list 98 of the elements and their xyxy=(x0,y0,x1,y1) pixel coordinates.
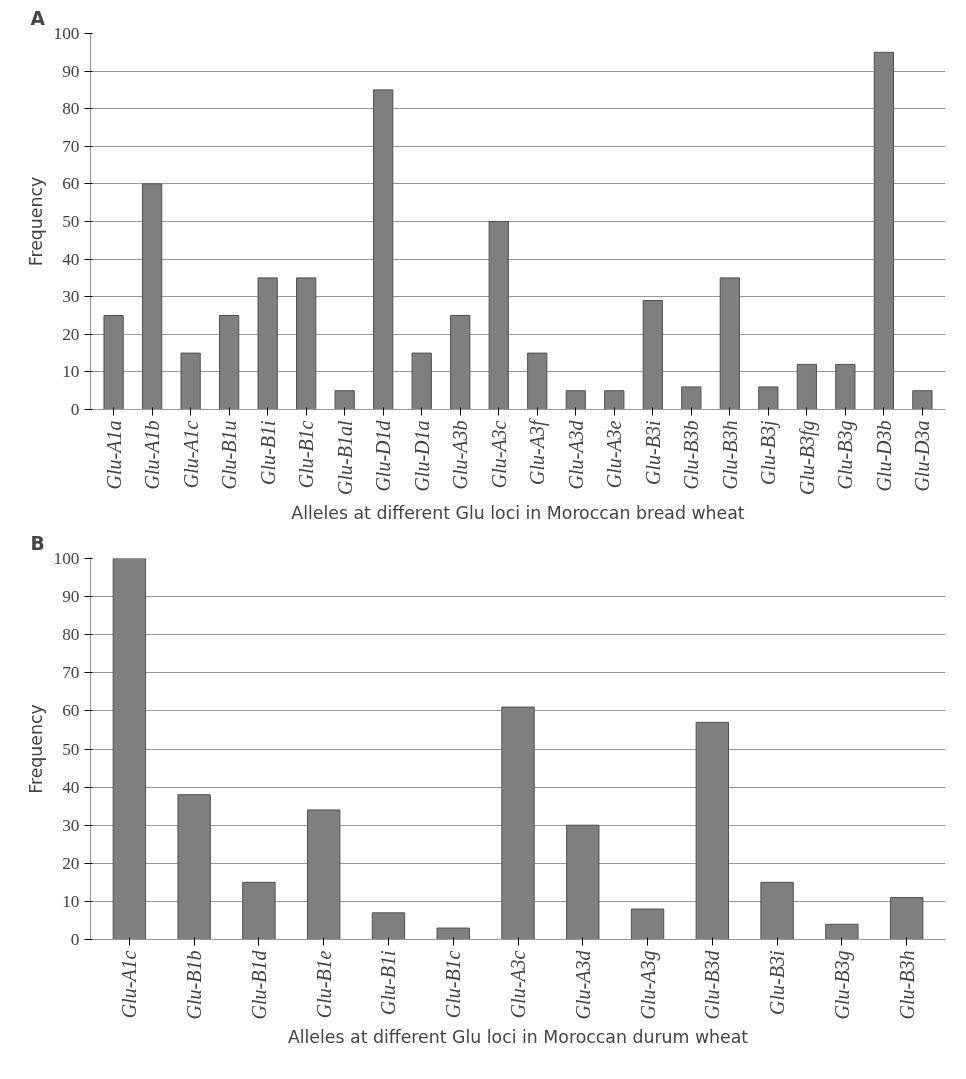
x-tick-label: Glu-A3f xyxy=(526,418,550,485)
x-tick-label: Glu-A1a xyxy=(102,420,125,490)
y-tick-label: 10 xyxy=(62,891,80,911)
x-tick-label: Glu-A3d xyxy=(564,419,587,490)
bar xyxy=(411,352,432,410)
text: A xyxy=(30,7,46,29)
x-tick-label: Glu-B3j xyxy=(757,420,781,485)
x-tick-label: Glu-B3g xyxy=(834,420,858,490)
bar xyxy=(630,908,665,940)
bar xyxy=(257,277,278,410)
y-tick-label: 60 xyxy=(62,701,80,721)
y-tick-label: 100 xyxy=(53,549,80,568)
x-tick-label: Glu-B1b xyxy=(183,950,206,1020)
y-tick-label: 0 xyxy=(70,400,80,419)
bar xyxy=(371,912,406,940)
bar xyxy=(527,352,548,410)
y-tick-label: 70 xyxy=(62,136,80,156)
bar xyxy=(334,390,355,410)
bar xyxy=(141,183,163,410)
x-tick-label: Glu-A1c xyxy=(118,950,141,1019)
y-tick-label: 40 xyxy=(62,777,80,797)
bar xyxy=(180,352,201,410)
bar xyxy=(296,277,317,410)
bar xyxy=(796,363,817,410)
bar xyxy=(373,89,394,410)
y-tick-label: 50 xyxy=(62,212,80,231)
y-tick-label: 30 xyxy=(62,287,80,307)
x-tick-label: Glu-B3i xyxy=(641,420,664,485)
x-tick-label: Glu-A3d xyxy=(571,949,594,1020)
x-tick-label: Glu-B1i xyxy=(377,950,400,1015)
bar xyxy=(760,881,794,940)
bar xyxy=(642,299,663,410)
x-tick-label: Glu-B1e xyxy=(312,950,335,1019)
x-tick-label: Glu-B3i xyxy=(766,950,789,1015)
x-tick-label: Glu-A3c xyxy=(507,950,529,1019)
bar xyxy=(719,277,740,410)
bar xyxy=(912,390,933,410)
x-tick-label: Glu-A3e xyxy=(603,420,626,489)
bar xyxy=(889,897,924,940)
x-tick-label: Glu-B3h xyxy=(895,950,918,1020)
y-tick-label: 40 xyxy=(62,249,80,269)
bar xyxy=(566,824,600,940)
x-tick-label: Glu-A1c xyxy=(179,420,202,489)
bar xyxy=(835,363,856,410)
y-axis-title: Frequency xyxy=(25,176,46,267)
y-tick-label: 100 xyxy=(53,24,80,43)
x-tick-label: Glu-A3g xyxy=(636,950,660,1020)
bar xyxy=(436,927,470,940)
y-tick-label: 90 xyxy=(62,587,80,607)
x-tick-label: Glu-B1i xyxy=(256,420,279,485)
x-axis-title: Alleles at different Glu loci in Moroccan bread wheat xyxy=(291,502,745,523)
y-tick-label: 80 xyxy=(62,625,80,645)
bar xyxy=(242,881,276,940)
bar xyxy=(873,51,895,410)
x-tick-label: Glu-B3b xyxy=(680,420,703,490)
y-tick-label: 50 xyxy=(62,739,80,759)
bar xyxy=(450,315,471,410)
y-tick-label: 20 xyxy=(62,853,80,873)
y-tick-label: 10 xyxy=(62,362,80,382)
x-tick-label: Glu-B1al xyxy=(333,420,356,495)
x-axis-title: Alleles at different Glu loci in Moroccan durum wheat xyxy=(287,1027,749,1048)
y-tick-label: 20 xyxy=(62,324,80,344)
bar xyxy=(565,390,586,410)
bar xyxy=(758,386,779,410)
y-tick-label: 80 xyxy=(62,99,80,119)
y-tick-label: 70 xyxy=(62,663,80,683)
x-tick-label: Glu-B3g xyxy=(830,950,854,1020)
y-tick-label: 90 xyxy=(62,61,80,81)
bar xyxy=(488,221,509,410)
x-tick-label: Glu-B3d xyxy=(701,949,724,1020)
bar xyxy=(681,386,702,410)
text: B xyxy=(30,532,45,554)
x-tick-label: Glu-A3c xyxy=(487,420,510,489)
x-tick-label: Glu-B3h xyxy=(718,420,741,490)
y-axis-title: Frequency xyxy=(25,704,46,794)
x-tick-label: Glu-B1d xyxy=(247,949,270,1020)
x-tick-label: Glu-B1c xyxy=(295,420,318,489)
x-tick-label: Glu-D3b xyxy=(872,420,895,492)
x-tick-label: Glu-B1u xyxy=(218,420,241,490)
x-tick-label: Glu-B1c xyxy=(442,950,465,1019)
bar xyxy=(501,706,535,940)
bar xyxy=(306,809,341,940)
bar xyxy=(103,315,124,410)
y-tick-label: 30 xyxy=(62,815,80,835)
bar xyxy=(825,923,859,940)
bar xyxy=(604,390,625,410)
x-tick-label: Glu-D3a xyxy=(911,420,934,492)
y-tick-label: 0 xyxy=(70,930,80,949)
x-tick-label: Glu-D1a xyxy=(410,420,433,492)
bar xyxy=(112,558,147,940)
x-tick-label: Glu-A3b xyxy=(449,420,472,490)
bar xyxy=(695,721,730,940)
x-tick-label: Glu-B3fg xyxy=(795,420,819,495)
bar xyxy=(177,794,211,940)
x-tick-label: Glu-D1d xyxy=(372,419,395,492)
y-tick-label: 60 xyxy=(62,174,80,194)
bar xyxy=(219,315,240,410)
x-tick-label: Glu-A1b xyxy=(141,420,164,490)
